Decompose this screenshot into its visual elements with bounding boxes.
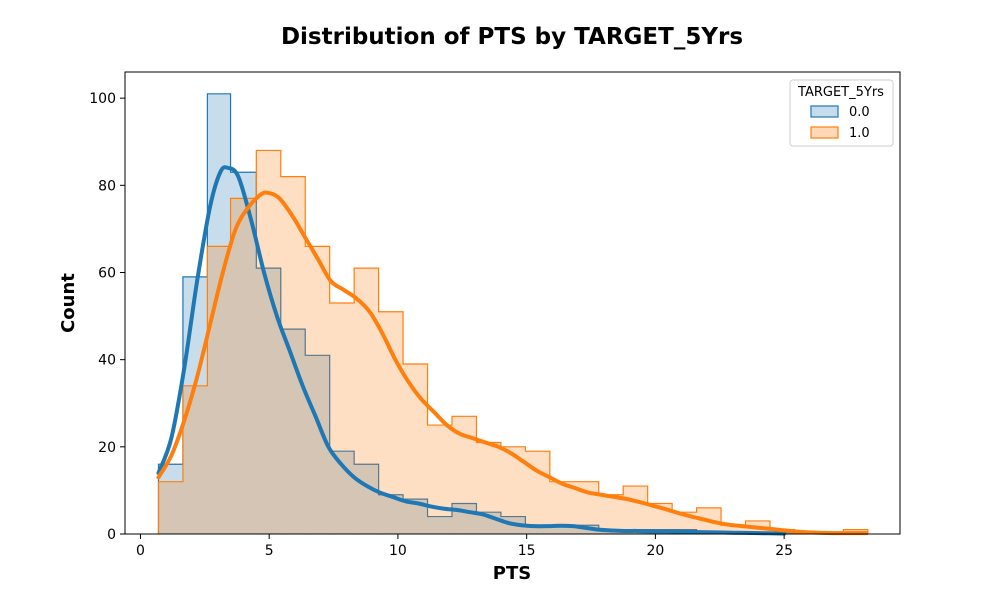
bar (305, 246, 330, 534)
x-tick-label: 10 (389, 543, 407, 559)
kde-line-1.0 (156, 190, 869, 536)
x-tick-label: 5 (265, 543, 274, 559)
y-tick-label: 80 (98, 178, 116, 194)
y-tick-label: 100 (89, 91, 116, 107)
legend-label-1.0: 1.0 (849, 126, 870, 141)
legend-swatch-1.0 (810, 126, 839, 139)
y-tick-label: 40 (98, 353, 116, 369)
legend-label-0.0: 0.0 (849, 105, 870, 120)
bar (207, 93, 231, 534)
bar (623, 486, 648, 534)
bar (525, 525, 550, 534)
legend: TARGET_5Yrs 0.0 1.0 (789, 79, 894, 147)
y-tick-label: 20 (98, 440, 116, 456)
bar (427, 425, 452, 534)
kde-line-0.0 (156, 165, 787, 536)
chart-title: Distribution of PTS by TARGET_5Yrs (281, 24, 743, 50)
bar (230, 198, 257, 534)
bar (354, 464, 379, 534)
bar (378, 494, 404, 534)
bar (598, 494, 624, 534)
kde-layer (156, 165, 869, 536)
x-axis-ticks: 0 5 10 15 20 25 (136, 534, 793, 559)
y-axis-label: Count (58, 273, 79, 333)
legend-swatch-0.0 (810, 105, 839, 118)
bar (721, 525, 746, 534)
legend-title: TARGET_5Yrs (797, 85, 884, 100)
series-1.0 (157, 149, 869, 535)
x-axis-label: PTS (493, 563, 531, 584)
y-tick-label: 60 (98, 265, 116, 281)
bar (256, 150, 281, 535)
bar (158, 481, 183, 534)
plot-frame (124, 71, 901, 535)
bar (158, 464, 183, 534)
x-tick-label: 25 (775, 543, 793, 559)
x-tick-label: 0 (136, 543, 145, 559)
x-tick-label: 20 (646, 543, 664, 559)
y-tick-label: 0 (107, 527, 116, 543)
y-axis-ticks: 0 20 40 60 80 100 (89, 91, 125, 543)
bar (549, 525, 575, 534)
step-outline (157, 149, 869, 534)
series-layer (157, 93, 869, 535)
bar (329, 303, 355, 534)
x-tick-label: 15 (518, 543, 536, 559)
bar (427, 516, 452, 534)
